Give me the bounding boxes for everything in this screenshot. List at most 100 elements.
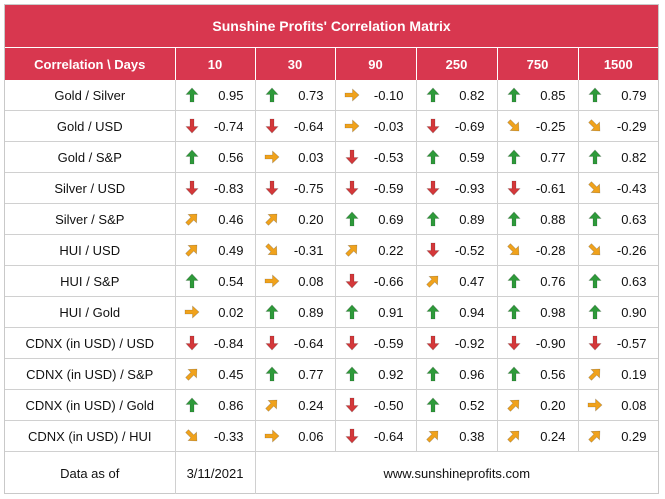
correlation-value: 0.29 [621, 428, 647, 444]
correlation-cell: -0.31 [255, 234, 336, 266]
correlation-cell: -0.61 [497, 172, 579, 204]
correlation-cell: -0.69 [416, 110, 498, 142]
pair-label: Silver / S&P [5, 203, 176, 235]
correlation-cell: -0.74 [175, 110, 256, 142]
correlation-cell: 0.45 [175, 358, 256, 390]
correlation-value: 0.98 [540, 304, 566, 320]
arrow-down-icon [344, 335, 360, 351]
correlation-cell: 0.90 [578, 296, 659, 328]
arrow-up-icon [184, 273, 200, 289]
arrow-down-icon [264, 118, 280, 134]
correlation-value: -0.50 [373, 397, 404, 413]
correlation-value: 0.89 [459, 211, 485, 227]
correlation-cell: 0.77 [255, 358, 336, 390]
correlation-cell: 0.73 [255, 80, 336, 111]
pair-label: Gold / USD [5, 110, 176, 142]
correlation-value: 0.24 [540, 428, 566, 444]
pair-label: HUI / Gold [5, 296, 176, 328]
arrow-down-icon [184, 118, 200, 134]
correlation-value: -0.28 [535, 242, 566, 258]
correlation-cell: -0.57 [578, 327, 659, 359]
correlation-value: 0.08 [621, 397, 647, 413]
arrow-right-icon [264, 428, 280, 444]
correlation-cell: 0.08 [255, 265, 336, 297]
arrow-down-icon [425, 335, 441, 351]
arrow-up-right-icon [184, 242, 200, 258]
pair-label: Gold / S&P [5, 141, 176, 173]
arrow-up-icon [587, 273, 603, 289]
correlation-cell: 0.96 [416, 358, 498, 390]
period-header-30: 30 [255, 47, 336, 80]
correlation-value: -0.53 [373, 149, 404, 165]
arrow-up-icon [264, 304, 280, 320]
arrow-down-icon [587, 335, 603, 351]
correlation-value: 0.56 [540, 366, 566, 382]
correlation-value: 0.96 [459, 366, 485, 382]
pair-label: CDNX (in USD) / HUI [5, 420, 176, 452]
correlation-cell: 0.54 [175, 265, 256, 297]
correlation-cell: 0.94 [416, 296, 498, 328]
arrow-down-right-icon [184, 428, 200, 444]
arrow-up-icon [506, 304, 522, 320]
arrow-down-right-icon [587, 242, 603, 258]
table-row: CDNX (in USD) / S&P 0.45 0.77 0.92 0.96 0.56 0… [5, 358, 659, 390]
correlation-value: 0.79 [621, 87, 647, 103]
pair-label: HUI / USD [5, 234, 176, 266]
correlation-cell: 0.63 [578, 265, 659, 297]
correlation-cell: -0.64 [255, 327, 336, 359]
correlation-value: 0.73 [298, 87, 324, 103]
arrow-down-icon [344, 428, 360, 444]
table-row: HUI / S&P 0.54 0.08 -0.66 0.47 0.76 0.63 [5, 265, 659, 297]
correlation-value: 0.38 [459, 428, 485, 444]
correlation-cell: -0.66 [335, 265, 417, 297]
correlation-value: 0.20 [540, 397, 566, 413]
arrow-up-icon [425, 397, 441, 413]
correlation-value: 0.19 [621, 366, 647, 382]
table-row: Gold / Silver 0.95 0.73 -0.10 0.82 0.85 0.79 [5, 80, 659, 111]
arrow-right-icon [587, 397, 603, 413]
arrow-up-icon [344, 304, 360, 320]
correlation-value: 0.82 [621, 149, 647, 165]
correlation-cell: 0.46 [175, 203, 256, 235]
correlation-value: 0.24 [298, 397, 324, 413]
correlation-value: 0.63 [621, 273, 647, 289]
correlation-value: 0.94 [459, 304, 485, 320]
arrow-up-icon [506, 273, 522, 289]
arrow-up-right-icon [264, 211, 280, 227]
correlation-cell: 0.77 [497, 141, 579, 173]
correlation-cell: -0.84 [175, 327, 256, 359]
correlation-cell: -0.92 [416, 327, 498, 359]
correlation-value: -0.59 [373, 180, 404, 196]
arrow-down-icon [506, 335, 522, 351]
correlation-cell: -0.03 [335, 110, 417, 142]
correlation-value: 0.45 [218, 366, 244, 382]
correlation-value: -0.64 [373, 428, 404, 444]
arrow-down-right-icon [587, 118, 603, 134]
arrow-up-icon [506, 87, 522, 103]
correlation-value: 0.03 [298, 149, 324, 165]
matrix-title: Sunshine Profits' Correlation Matrix [5, 5, 659, 48]
correlation-cell: 0.98 [497, 296, 579, 328]
correlation-value: 0.92 [378, 366, 404, 382]
arrow-up-icon [425, 211, 441, 227]
correlation-value: 0.02 [218, 304, 244, 320]
arrow-up-right-icon [184, 211, 200, 227]
correlation-cell: 0.38 [416, 420, 498, 452]
correlation-cell: 0.47 [416, 265, 498, 297]
correlation-cell: 0.24 [255, 389, 336, 421]
correlation-value: 0.95 [218, 87, 244, 103]
arrow-up-icon [184, 397, 200, 413]
correlation-cell: 0.85 [497, 80, 579, 111]
header-label: Correlation \ Days [5, 47, 176, 80]
arrow-up-right-icon [264, 397, 280, 413]
correlation-cell: 0.63 [578, 203, 659, 235]
correlation-value: 0.46 [218, 211, 244, 227]
correlation-value: 0.59 [459, 149, 485, 165]
arrow-up-icon [344, 211, 360, 227]
correlation-cell: 0.59 [416, 141, 498, 173]
correlation-value: 0.86 [218, 397, 244, 413]
arrow-down-icon [344, 273, 360, 289]
table-row: Gold / USD -0.74 -0.64 -0.03 -0.69 -0.25 -0.29 [5, 110, 659, 142]
correlation-cell: 0.49 [175, 234, 256, 266]
correlation-value: -0.52 [454, 242, 485, 258]
